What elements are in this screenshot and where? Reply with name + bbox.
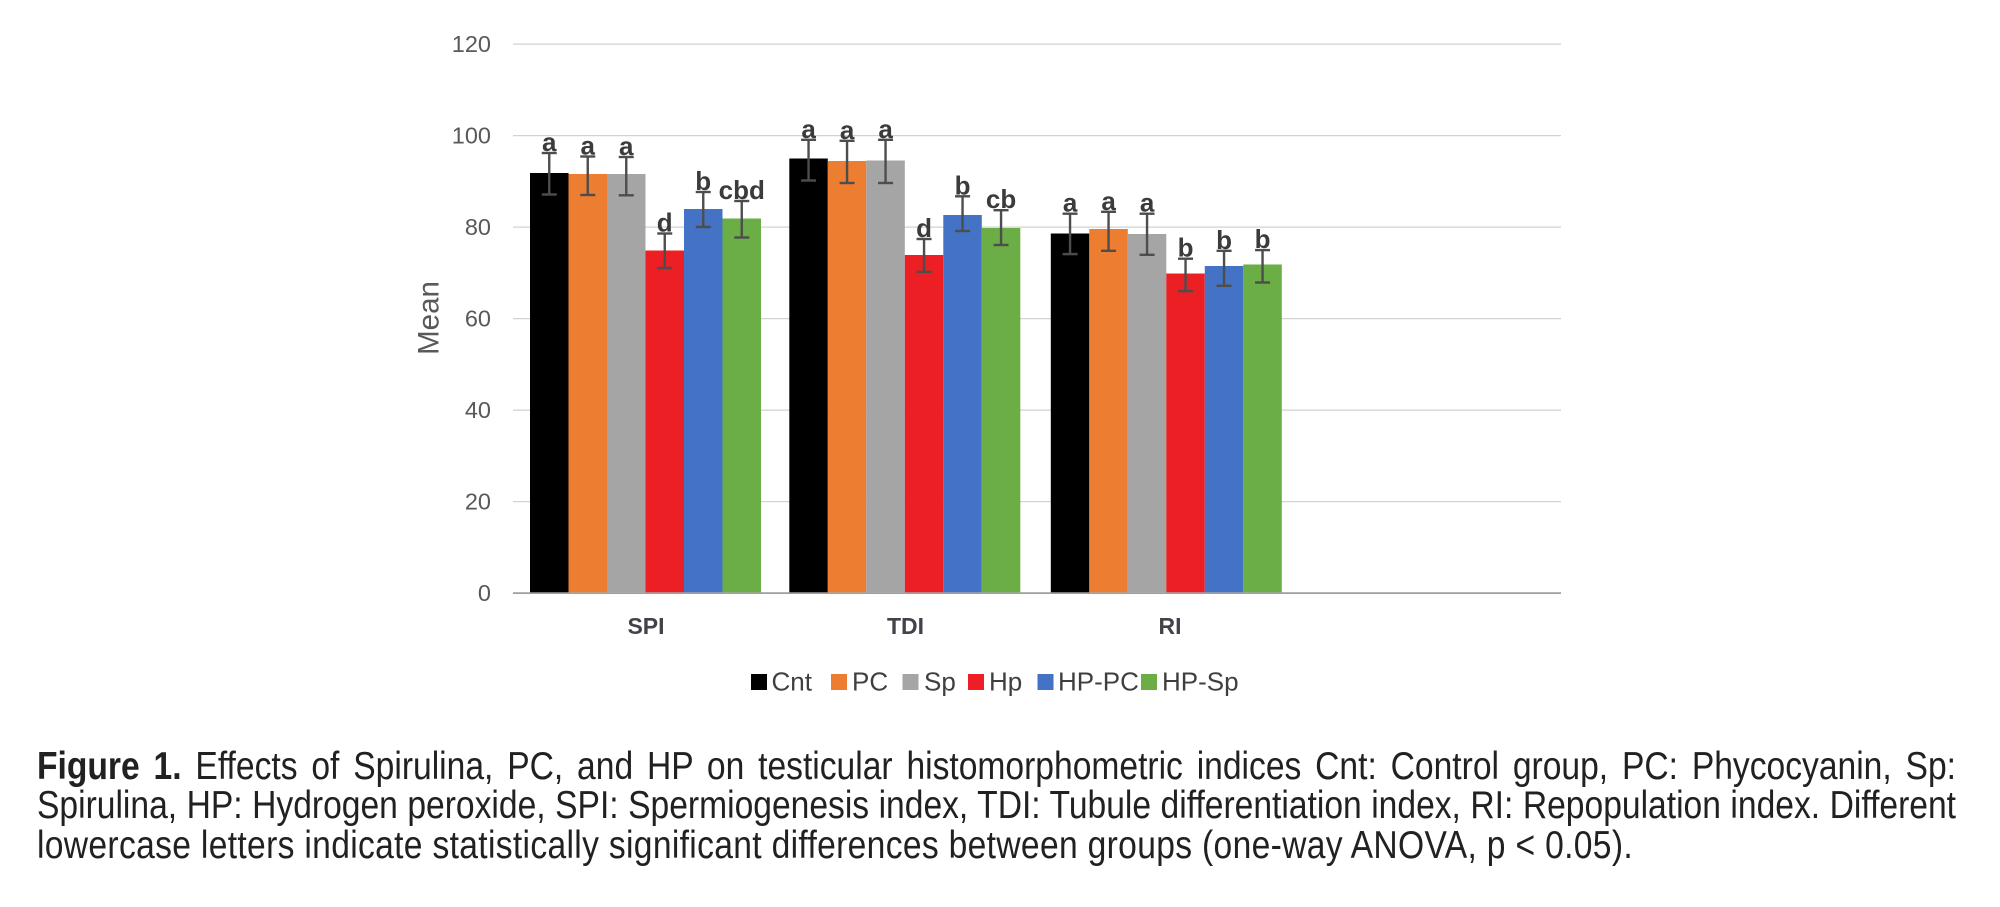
svg-text:HP-PC: HP-PC — [1058, 667, 1139, 697]
svg-text:100: 100 — [452, 123, 491, 149]
svg-text:Mean: Mean — [413, 281, 446, 355]
svg-text:RI: RI — [1159, 613, 1182, 639]
svg-text:a: a — [1140, 188, 1155, 218]
svg-text:a: a — [878, 114, 893, 144]
svg-text:Hp: Hp — [989, 667, 1022, 697]
svg-text:Cnt: Cnt — [772, 667, 813, 697]
svg-text:b: b — [695, 166, 711, 196]
svg-text:a: a — [619, 131, 634, 161]
svg-text:20: 20 — [465, 489, 491, 515]
svg-text:a: a — [801, 114, 816, 144]
svg-text:b: b — [955, 170, 971, 200]
svg-text:40: 40 — [465, 397, 491, 423]
svg-text:SPI: SPI — [627, 613, 664, 639]
svg-text:PC: PC — [852, 667, 888, 697]
svg-text:cb: cb — [986, 184, 1016, 214]
svg-text:0: 0 — [478, 580, 491, 606]
svg-text:60: 60 — [465, 306, 491, 332]
svg-text:a: a — [840, 115, 855, 145]
svg-text:TDI: TDI — [887, 613, 924, 639]
svg-text:80: 80 — [465, 214, 491, 240]
svg-text:a: a — [1063, 188, 1078, 218]
svg-text:d: d — [657, 208, 673, 238]
svg-text:120: 120 — [452, 31, 491, 57]
svg-text:b: b — [1255, 224, 1271, 254]
svg-text:cbd: cbd — [719, 175, 765, 205]
svg-text:Sp: Sp — [924, 667, 956, 697]
svg-text:b: b — [1216, 225, 1232, 255]
svg-text:b: b — [1178, 233, 1194, 263]
svg-text:a: a — [581, 131, 596, 161]
svg-text:a: a — [542, 127, 557, 157]
svg-text:a: a — [1101, 186, 1116, 216]
svg-text:d: d — [916, 213, 932, 243]
svg-text:HP-Sp: HP-Sp — [1162, 667, 1239, 697]
